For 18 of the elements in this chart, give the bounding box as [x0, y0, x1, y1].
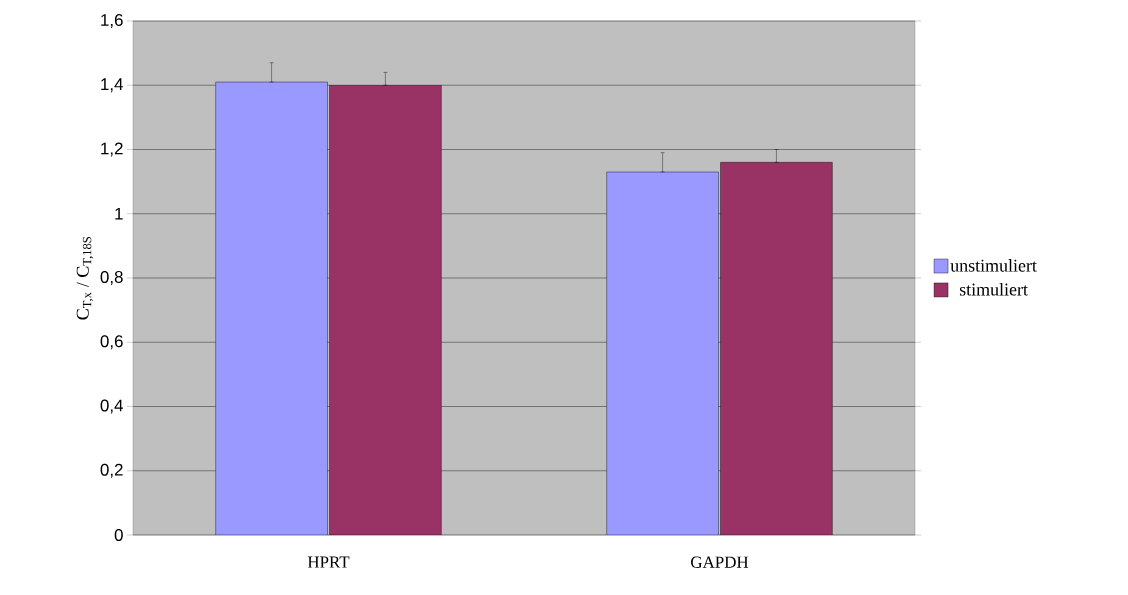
y-tick-label: 0,8 [100, 271, 123, 285]
y-tick-label: 0,4 [100, 399, 123, 414]
legend-label: stimuliert [959, 282, 1028, 296]
y-tick-label: 0,2 [100, 463, 123, 478]
legend-label: unstimuliert [950, 259, 1037, 272]
x-tick-label: HPRT [307, 556, 350, 568]
y-tick-label: 1,2 [101, 142, 123, 157]
bar [329, 85, 442, 535]
y-tick-label: 1,4 [101, 78, 123, 93]
y-tick-label: 1,6 [101, 14, 123, 28]
bar [606, 171, 719, 535]
y-tick-label: 0,6 [100, 335, 123, 350]
y-axis-title: C$_{T,x}$ / C$_{T,18S}$ [76, 237, 94, 320]
bar [720, 162, 833, 535]
y-tick-label: 1 [115, 207, 123, 220]
bar [215, 81, 328, 535]
y-tick-label: 0 [114, 529, 123, 541]
x-tick-label: GAPDH [691, 556, 749, 568]
